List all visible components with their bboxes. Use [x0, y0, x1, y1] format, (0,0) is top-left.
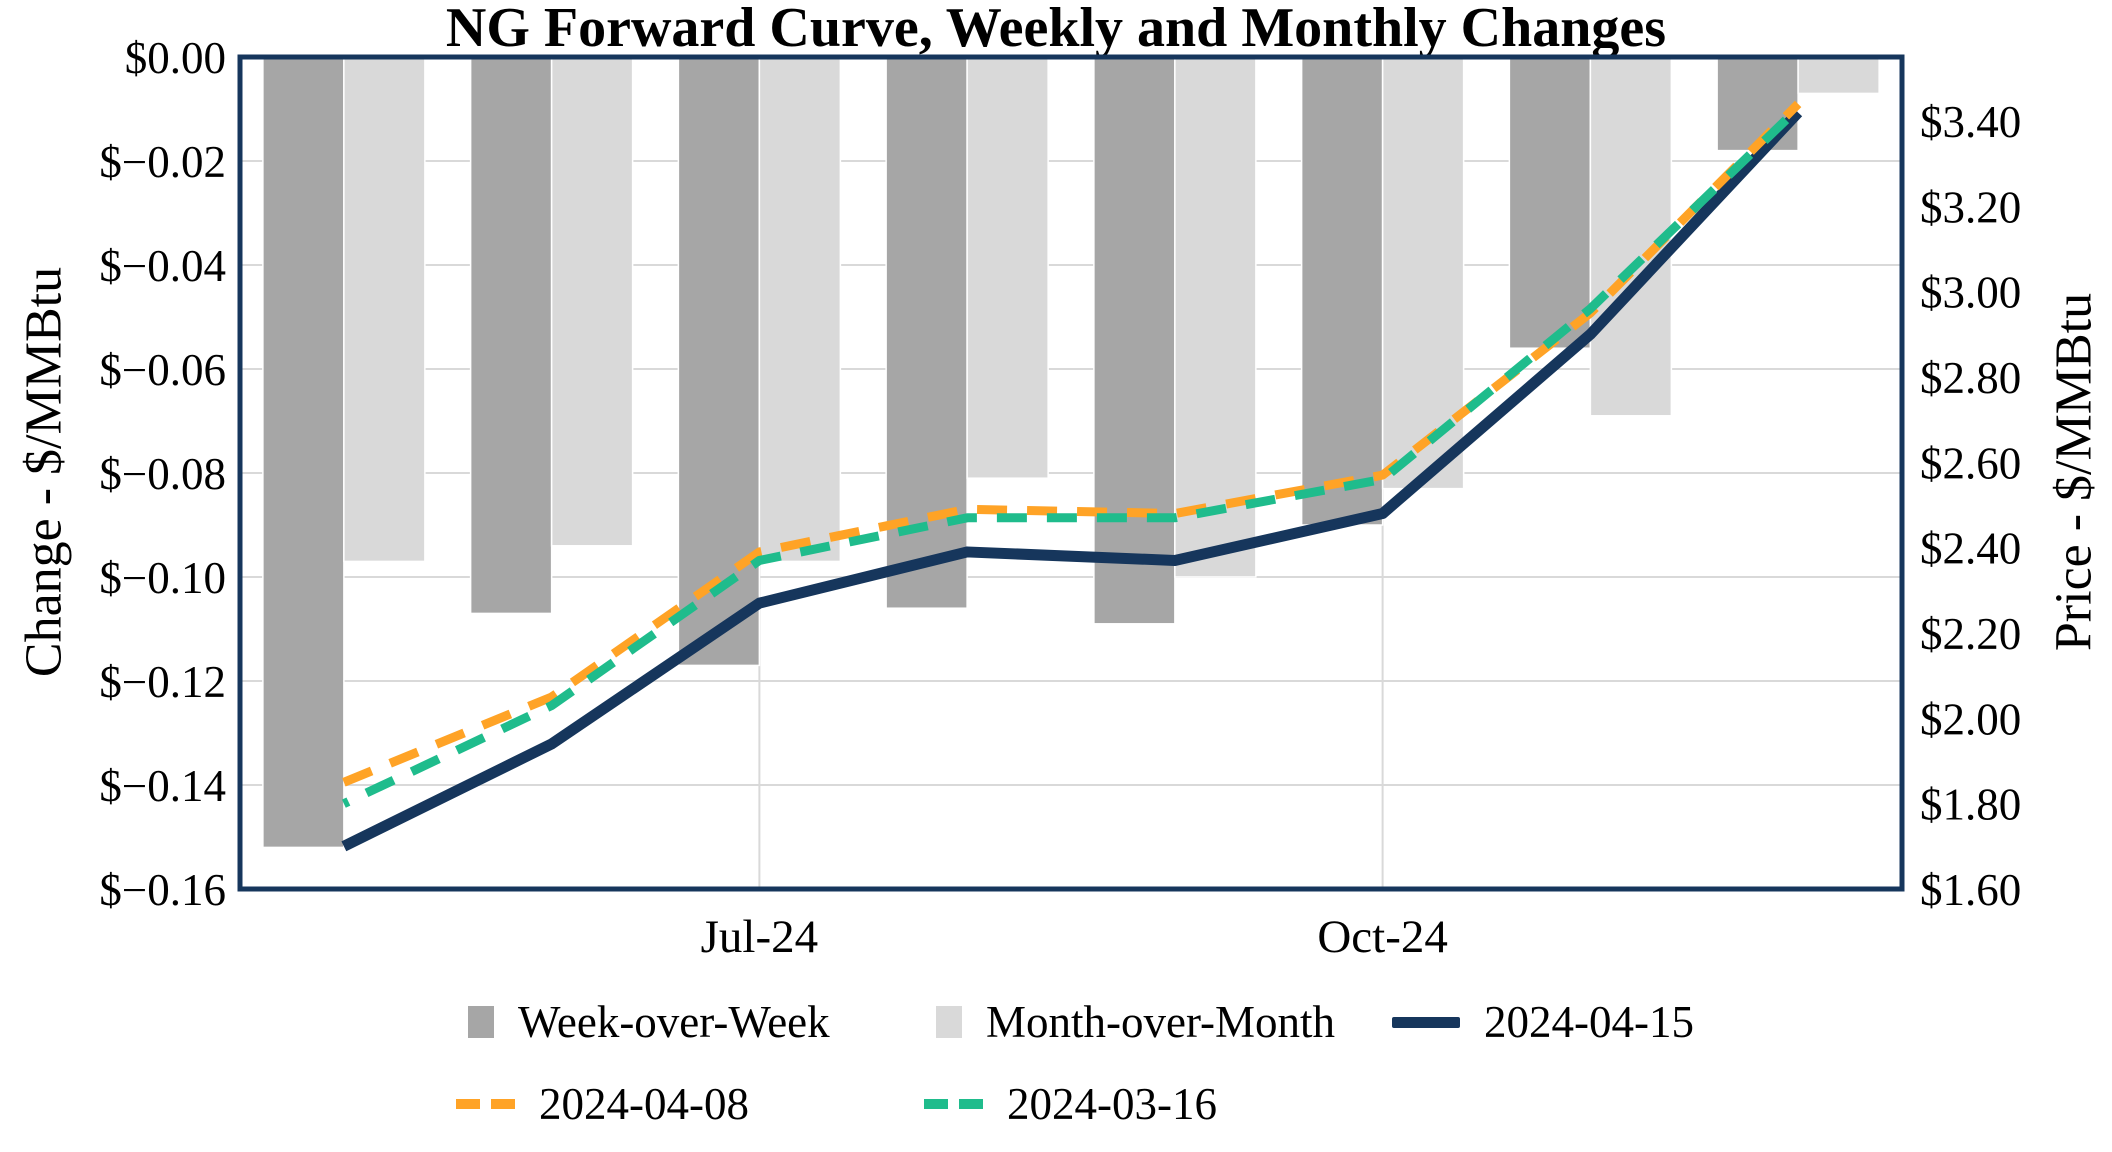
- legend-item-2024-03-16: 2024-03-16: [924, 1078, 1217, 1130]
- right-tick-label: $2.80: [1920, 353, 2021, 403]
- left-tick-label: $−0.14: [99, 761, 226, 811]
- left-tick-label: $−0.16: [99, 865, 226, 915]
- legend-item-month-over-month: Month-over-Month: [936, 996, 1335, 1048]
- right-tick-label: $2.60: [1920, 438, 2021, 488]
- right-tick-label: $3.00: [1920, 268, 2021, 318]
- left-tick-label: $−0.04: [99, 241, 226, 291]
- right-tick-label: $2.40: [1920, 524, 2021, 574]
- x-axis-tick-labels: Jul-24 Oct-24: [701, 911, 1448, 963]
- dashed-line-key-icon: [456, 1099, 515, 1109]
- bar: [758, 56, 842, 563]
- legend-label: Month-over-Month: [986, 997, 1336, 1047]
- legend-item-2024-04-15: 2024-04-15: [1392, 996, 1694, 1048]
- bar: [1174, 56, 1257, 578]
- legend-item-2024-04-08: 2024-04-08: [456, 1078, 749, 1130]
- left-tick-label: $−0.10: [99, 553, 226, 603]
- bar: [677, 56, 761, 667]
- x-tick-label: Oct-24: [1317, 911, 1448, 963]
- right-tick-label: $3.40: [1920, 97, 2021, 147]
- x-tick-label: Jul-24: [701, 911, 819, 963]
- line-2024-03-16: [341, 104, 1802, 808]
- left-tick-label: $−0.08: [99, 449, 226, 499]
- bar: [966, 56, 1049, 479]
- bar: [1381, 56, 1465, 490]
- bar: [343, 56, 426, 563]
- bars-week-over-week: [262, 56, 1799, 849]
- right-tick-label: $1.80: [1920, 780, 2021, 830]
- chart-title: NG Forward Curve, Weekly and Monthly Cha…: [445, 0, 1667, 59]
- legend-label: 2024-03-16: [1007, 1079, 1217, 1129]
- left-tick-label: $−0.02: [99, 137, 226, 187]
- left-tick-label: $−0.12: [99, 657, 226, 707]
- bar: [1093, 56, 1176, 625]
- right-axis-tick-labels: $3.40 $3.20 $3.00 $2.80 $2.60 $2.40 $2.20 $2.00…: [1920, 97, 2021, 915]
- bar: [1716, 56, 1799, 152]
- legend-label: Week-over-Week: [518, 997, 830, 1047]
- month-over-month-swatch-icon: [936, 1006, 962, 1038]
- bar: [469, 56, 553, 615]
- plot-border: [237, 54, 1905, 892]
- bars-month-over-month: [343, 56, 1880, 578]
- line-2024-04-15: [341, 108, 1803, 852]
- solid-line-key-icon: [1392, 1016, 1460, 1028]
- right-tick-label: $3.20: [1920, 182, 2021, 232]
- left-axis-tick-labels: $0.00 $−0.02 $−0.04 $−0.06 $−0.08 $−0.10 $−0.1…: [99, 33, 226, 915]
- bar: [1300, 56, 1384, 526]
- legend-label: 2024-04-15: [1484, 997, 1694, 1047]
- right-tick-label: $1.60: [1920, 865, 2021, 915]
- left-tick-label: $−0.06: [99, 345, 226, 395]
- bar: [1589, 56, 1673, 417]
- right-tick-label: $2.20: [1920, 609, 2021, 659]
- week-over-week-swatch-icon: [468, 1006, 494, 1038]
- legend-item-week-over-week: Week-over-Week: [468, 996, 830, 1048]
- bar: [262, 56, 345, 849]
- bar: [550, 56, 634, 547]
- dashed-line-key-icon: [924, 1099, 983, 1109]
- bar: [1508, 56, 1592, 349]
- legend-label: 2024-04-08: [539, 1079, 749, 1129]
- right-tick-label: $2.00: [1920, 694, 2021, 744]
- bar: [1797, 56, 1880, 95]
- left-tick-label: $0.00: [125, 33, 226, 83]
